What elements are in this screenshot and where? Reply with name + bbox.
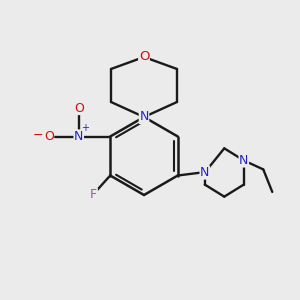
Text: −: − xyxy=(33,128,44,142)
Text: O: O xyxy=(74,101,84,115)
Text: O: O xyxy=(44,130,54,143)
Text: N: N xyxy=(200,166,209,179)
Text: N: N xyxy=(239,154,248,167)
Text: N: N xyxy=(139,110,149,124)
Text: F: F xyxy=(90,188,97,202)
Text: +: + xyxy=(81,123,89,133)
Text: O: O xyxy=(139,50,149,64)
Text: N: N xyxy=(74,130,83,143)
